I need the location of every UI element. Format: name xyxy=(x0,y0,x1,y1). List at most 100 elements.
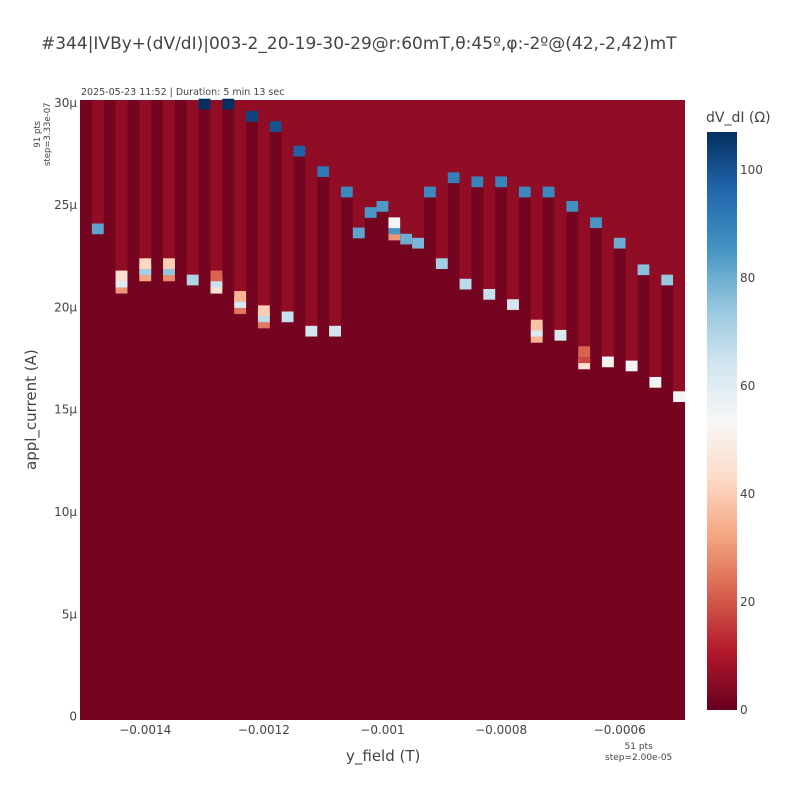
heatmap-cell xyxy=(198,98,211,110)
heatmap-column-stripe xyxy=(566,100,579,212)
heatmap-column-stripe xyxy=(91,100,104,234)
heatmap-cell xyxy=(163,258,175,270)
colorbar-tick-label: 20 xyxy=(740,595,755,609)
heatmap-cell xyxy=(210,282,223,294)
heatmap-column-stripe xyxy=(673,100,685,402)
colorbar-tick-label: 40 xyxy=(740,487,755,501)
heatmap-cell xyxy=(257,305,270,317)
heatmap-column-stripe xyxy=(281,100,294,322)
heatmap-cell xyxy=(364,207,377,218)
heatmap-cell xyxy=(293,145,306,157)
heatmap-cell xyxy=(530,319,543,331)
x-tick-label: −0.0014 xyxy=(119,723,171,737)
heatmap-cell xyxy=(163,264,175,276)
heatmap-column-stripe xyxy=(542,100,555,197)
heatmap-column-stripe xyxy=(115,100,128,285)
heatmap-cell xyxy=(518,186,531,198)
heatmap-column-stripe xyxy=(495,100,508,187)
measurement-info: 2025-05-23 11:52 | Duration: 5 min 13 se… xyxy=(81,87,285,98)
heatmap-cell xyxy=(281,311,294,323)
colorbar-tick-label: 0 xyxy=(740,703,748,717)
heatmap-column-stripe xyxy=(305,100,318,337)
heatmap-cell xyxy=(578,358,591,370)
heatmap-column-stripe xyxy=(329,100,341,337)
y-axis-ticks: 0 5μ 10μ 15μ 20μ 25μ 30μ xyxy=(54,96,77,724)
heatmap-cell xyxy=(661,274,674,286)
heatmap-cell xyxy=(507,299,519,310)
heatmap-cell xyxy=(412,237,425,249)
colorbar xyxy=(707,132,737,710)
y-tick-label: 15μ xyxy=(54,403,77,417)
heatmap-column-stripe xyxy=(459,100,472,289)
heatmap-column-stripe xyxy=(507,100,519,310)
heatmap-column-stripe xyxy=(625,100,638,371)
heatmap-cell xyxy=(566,201,579,212)
heatmap-column-stripe xyxy=(601,100,614,367)
colorbar-tick-label: 80 xyxy=(740,271,755,285)
heatmap-column-stripe xyxy=(269,100,282,132)
heatmap-cell xyxy=(554,329,567,341)
heatmap-cell xyxy=(139,258,152,270)
x-tick-label: −0.0006 xyxy=(594,723,646,737)
heatmap-cell xyxy=(246,110,258,122)
heatmap-cell xyxy=(115,276,128,288)
heatmap-cell xyxy=(613,237,626,249)
x-tick-label: −0.0008 xyxy=(475,723,527,737)
heatmap-column-stripe xyxy=(400,100,413,244)
heatmap-cell xyxy=(234,291,247,302)
heatmap-column-stripe xyxy=(435,100,448,269)
heatmap-cell xyxy=(590,217,602,229)
heatmap-column-stripe xyxy=(139,100,152,277)
y-tick-label: 20μ xyxy=(54,300,77,314)
heatmap-cell xyxy=(483,288,496,300)
heatmap-cell xyxy=(447,172,460,184)
colorbar-tick-label: 60 xyxy=(740,379,755,393)
heatmap-column-stripe xyxy=(364,100,377,218)
heatmap-column-stripe xyxy=(246,100,258,122)
y-tick-label: 10μ xyxy=(54,505,77,519)
heatmap-cell xyxy=(400,233,413,245)
heatmap-cell xyxy=(91,223,104,235)
y-tick-label: 25μ xyxy=(54,198,77,212)
heatmap-cell xyxy=(495,176,508,188)
x-axis-ticks: −0.0014 −0.0012 −0.001 −0.0008 −0.0006 xyxy=(119,723,646,737)
y-tick-label: 0 xyxy=(69,710,77,724)
x-tick-label: −0.001 xyxy=(360,723,404,737)
y-tick-label: 30μ xyxy=(54,96,77,110)
chart-title: #344|IVBy+(dV/dI)|003-2_20-19-30-29@r:60… xyxy=(41,34,677,54)
x-points-annotation: 51 pts step=2.00e-05 xyxy=(605,742,672,764)
heatmap-cell xyxy=(257,311,270,323)
heatmap-column-stripe xyxy=(447,100,460,183)
colorbar-tick-label: 100 xyxy=(740,163,763,177)
heatmap-cell xyxy=(424,186,436,198)
heatmap-cell xyxy=(115,270,128,282)
heatmap-cell xyxy=(317,166,330,177)
heatmap-column-stripe xyxy=(376,100,389,212)
heatmap-cell xyxy=(578,346,591,357)
heatmap-column-stripe xyxy=(340,100,353,197)
heatmap-column-stripe xyxy=(471,100,484,187)
heatmap-cell xyxy=(163,270,175,282)
heatmap-cell xyxy=(234,297,247,308)
x-points-count: 51 pts xyxy=(624,742,653,752)
heatmap-column-stripe xyxy=(661,100,674,285)
heatmap-cell xyxy=(530,325,543,337)
heatmap-column-stripe xyxy=(554,100,567,341)
heatmap-cell xyxy=(459,278,472,290)
heatmap-cell xyxy=(376,201,389,212)
heatmap-cell xyxy=(625,360,638,372)
y-tick-label: 5μ xyxy=(62,607,78,621)
heatmap-column-stripe xyxy=(352,100,365,238)
heatmap-cell xyxy=(601,356,614,368)
heatmap-column-stripe xyxy=(637,100,650,275)
heatmap-column-stripe xyxy=(210,100,223,285)
heatmap-cell xyxy=(115,282,128,294)
heatmap-cell xyxy=(210,276,223,288)
heatmap-cell xyxy=(388,229,401,241)
heatmap-cell xyxy=(471,176,484,188)
heatmap-cells xyxy=(80,98,685,720)
heatmap-cell xyxy=(210,270,223,282)
heatmap-cell xyxy=(352,227,365,239)
heatmap-cell xyxy=(139,264,152,276)
